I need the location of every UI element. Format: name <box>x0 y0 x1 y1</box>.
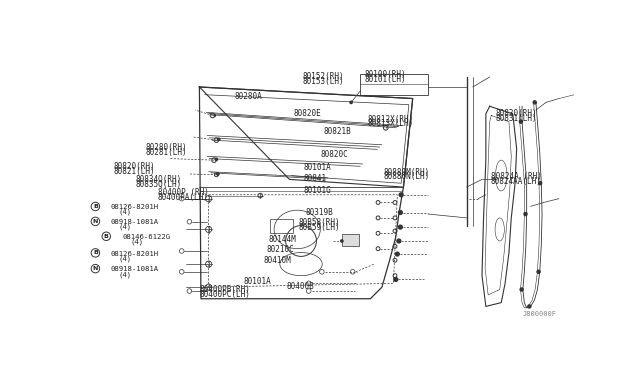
Text: 80834Q(RH): 80834Q(RH) <box>136 175 182 184</box>
Text: 08126-8201H: 08126-8201H <box>110 204 158 210</box>
Text: B: B <box>93 250 98 256</box>
Text: 80821B: 80821B <box>323 126 351 136</box>
Text: (4): (4) <box>118 271 132 278</box>
Text: B: B <box>104 234 109 239</box>
Text: 80400P (RH): 80400P (RH) <box>158 187 209 197</box>
Circle shape <box>520 288 523 291</box>
Text: 80400PA(LH): 80400PA(LH) <box>158 193 209 202</box>
Text: 80152(RH): 80152(RH) <box>302 72 344 81</box>
Circle shape <box>394 278 397 281</box>
Text: 80820E: 80820E <box>294 109 321 118</box>
Text: 80153(LH): 80153(LH) <box>302 77 344 86</box>
Text: 80144M: 80144M <box>269 235 296 244</box>
Circle shape <box>399 193 403 197</box>
Bar <box>360 74 428 95</box>
Text: 80101(LH): 80101(LH) <box>365 75 406 84</box>
Circle shape <box>350 101 352 103</box>
Text: 80820C: 80820C <box>321 150 348 158</box>
Text: J800000F: J800000F <box>523 311 557 317</box>
Text: 08146-6122G: 08146-6122G <box>122 234 170 240</box>
Text: 80400PB(RH): 80400PB(RH) <box>200 285 251 294</box>
Text: 08918-1081A: 08918-1081A <box>110 219 158 225</box>
Text: 80101G: 80101G <box>303 186 331 195</box>
Circle shape <box>397 239 401 243</box>
Circle shape <box>340 240 343 242</box>
Text: 80831(LH): 80831(LH) <box>495 114 537 123</box>
Text: 80841: 80841 <box>303 174 326 183</box>
Text: B: B <box>93 204 98 209</box>
Circle shape <box>396 252 399 256</box>
Text: (4): (4) <box>118 209 132 215</box>
Text: 80824A (RH): 80824A (RH) <box>491 172 541 181</box>
Circle shape <box>218 138 220 141</box>
Circle shape <box>528 305 531 308</box>
Text: 80280(RH): 80280(RH) <box>146 143 188 152</box>
Text: 08126-8201H: 08126-8201H <box>110 251 158 257</box>
Text: 80B58(RH): 80B58(RH) <box>298 218 340 227</box>
Text: 80101A: 80101A <box>303 163 331 172</box>
Text: 80813X(LH): 80813X(LH) <box>367 119 413 128</box>
Text: 80820(RH): 80820(RH) <box>114 162 156 171</box>
Text: 80880N(LH): 80880N(LH) <box>383 173 429 182</box>
Text: 80101A: 80101A <box>243 277 271 286</box>
Text: 80281(LH): 80281(LH) <box>146 148 188 157</box>
Circle shape <box>399 225 403 229</box>
Text: 80410M: 80410M <box>264 256 292 264</box>
Text: 80210C: 80210C <box>266 245 294 254</box>
Text: 80400PC(LH): 80400PC(LH) <box>200 290 251 299</box>
Text: 80100(RH): 80100(RH) <box>365 70 406 79</box>
Circle shape <box>539 182 541 185</box>
Text: 80400B: 80400B <box>286 282 314 291</box>
Bar <box>342 234 359 246</box>
Text: 80880M(RH): 80880M(RH) <box>383 168 429 177</box>
Circle shape <box>399 211 403 214</box>
Text: 80835Q(LH): 80835Q(LH) <box>136 180 182 189</box>
Text: 80319B: 80319B <box>306 208 333 217</box>
Text: (4): (4) <box>118 224 132 230</box>
Circle shape <box>214 115 216 116</box>
Text: N: N <box>93 266 98 271</box>
Text: (4): (4) <box>118 255 132 262</box>
Text: 80821(LH): 80821(LH) <box>114 167 156 176</box>
Text: N: N <box>93 219 98 224</box>
Text: (4): (4) <box>131 239 144 245</box>
Text: 80830(RH): 80830(RH) <box>495 109 537 118</box>
Circle shape <box>217 173 219 175</box>
Text: 80280A: 80280A <box>234 92 262 101</box>
Bar <box>270 219 293 233</box>
Text: 80B59(LH): 80B59(LH) <box>298 222 340 232</box>
Circle shape <box>537 270 540 273</box>
Text: 80824AA(LH): 80824AA(LH) <box>491 177 541 186</box>
Circle shape <box>215 158 218 161</box>
Circle shape <box>519 120 522 123</box>
Circle shape <box>524 212 527 216</box>
Text: 80812X(RH): 80812X(RH) <box>367 115 413 124</box>
Text: 08918-1081A: 08918-1081A <box>110 266 158 273</box>
Circle shape <box>533 101 536 104</box>
